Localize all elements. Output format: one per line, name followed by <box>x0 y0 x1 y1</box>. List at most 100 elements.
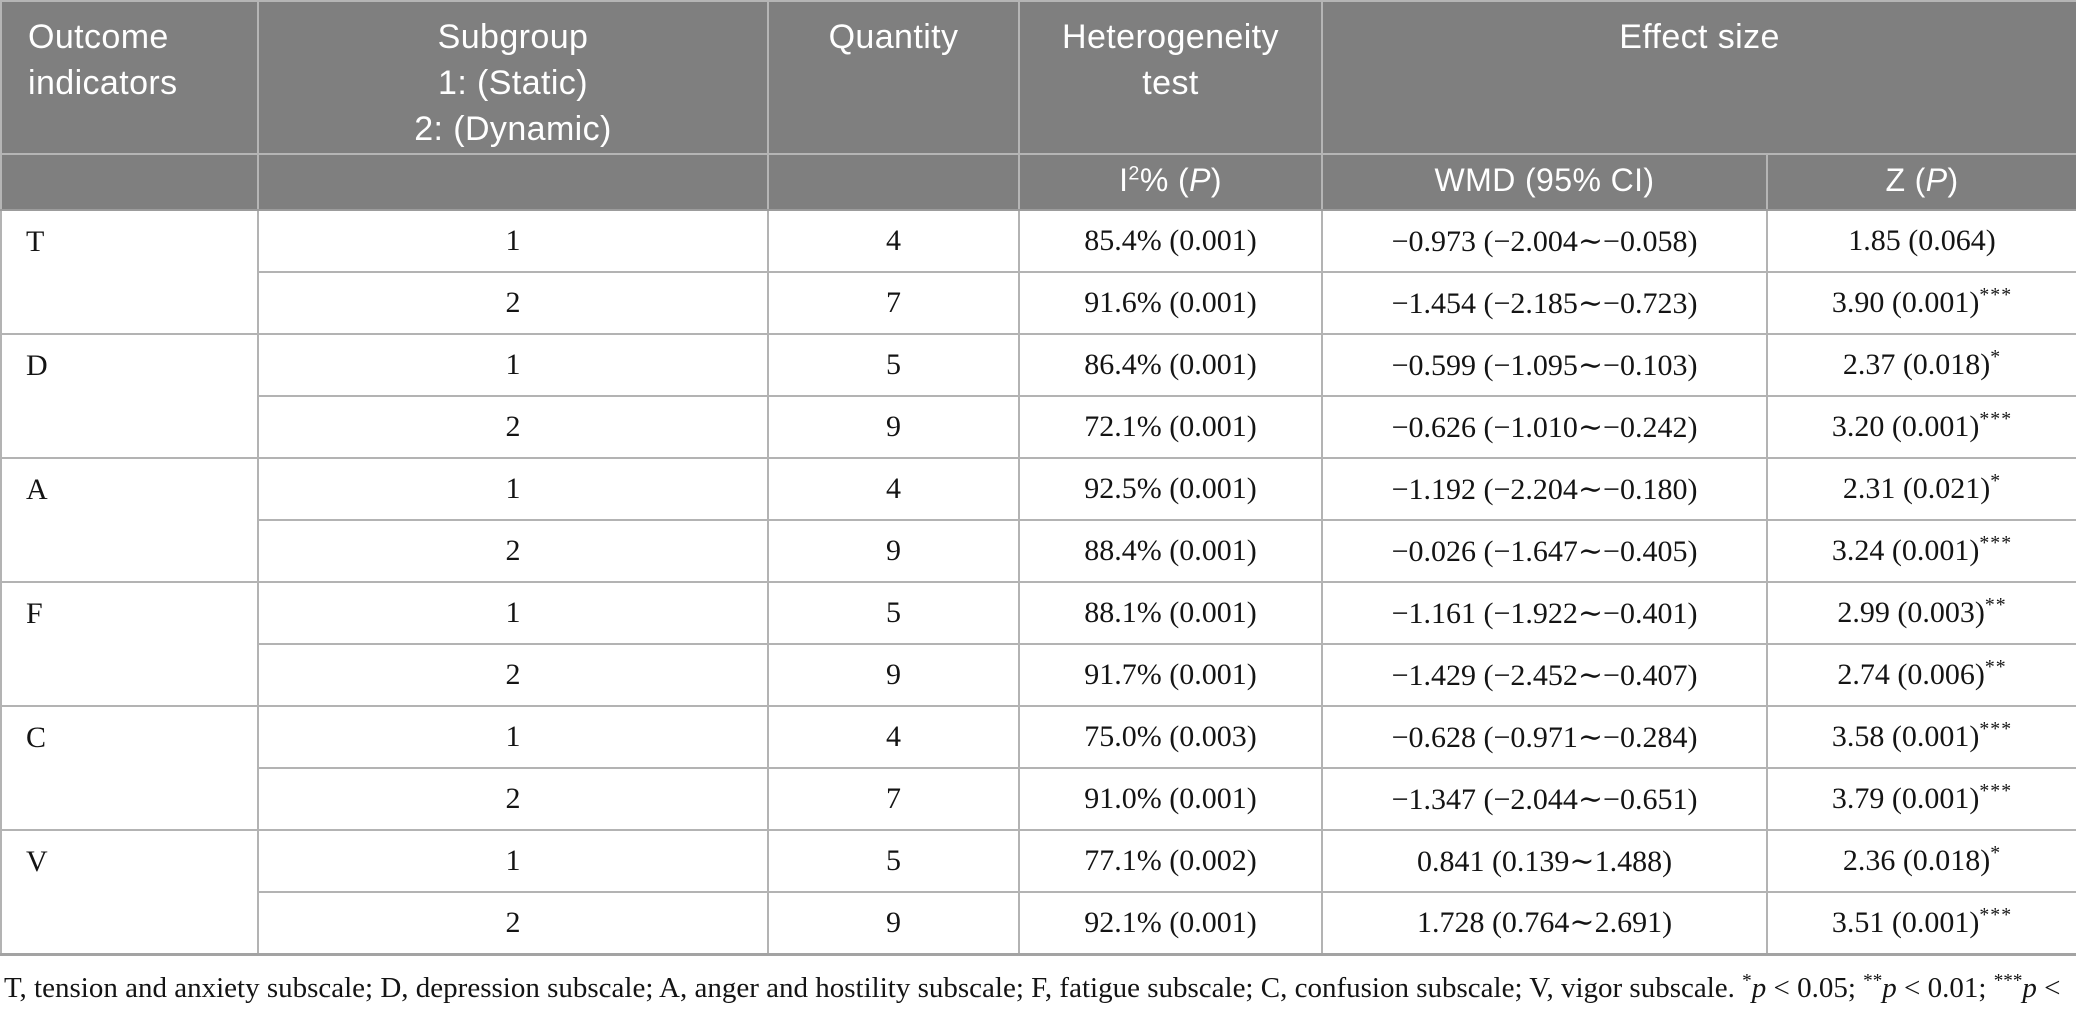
subgroup-cell: 2 <box>257 519 769 583</box>
header-row-1: Outcome indicators Subgroup 1: (Static) … <box>0 0 2076 155</box>
table-row: 2 9 91.7% (0.001) −1.429 (−2.452∼−0.407)… <box>1 643 2076 707</box>
significance-stars: ** <box>1863 969 1883 991</box>
header-subgroup-line: Subgroup <box>437 18 589 56</box>
subgroup-cell: 1 <box>257 705 769 769</box>
header-subgroup-line: 2: (Dynamic) <box>414 110 612 148</box>
significance-stars: *** <box>1979 532 2013 554</box>
table-row: 2 9 88.4% (0.001) −0.026 (−1.647∼−0.405)… <box>1 519 2076 583</box>
wmd-cell: −1.161 (−1.922∼−0.401) <box>1321 581 1768 645</box>
subheader-empty-subgroup <box>257 153 769 211</box>
i2-cell: 91.6% (0.001) <box>1018 271 1323 335</box>
table-row: 2 9 92.1% (0.001) 1.728 (0.764∼2.691) 3.… <box>1 891 2076 955</box>
i2-cell: 88.4% (0.001) <box>1018 519 1323 583</box>
i2-cell: 91.7% (0.001) <box>1018 643 1323 707</box>
wmd-cell: −0.628 (−0.971∼−0.284) <box>1321 705 1768 769</box>
header-outcome-indicators: Outcome indicators <box>0 0 259 155</box>
i2-cell: 85.4% (0.001) <box>1018 209 1323 273</box>
footnote-p: p <box>1751 971 1767 1004</box>
i2-cell: 88.1% (0.001) <box>1018 581 1323 645</box>
footnote-abbreviations: T, tension and anxiety subscale; D, depr… <box>4 971 1743 1004</box>
footnote-p: p <box>2022 971 2037 1004</box>
subgroup-cell: 2 <box>257 271 769 335</box>
wmd-cell: −0.026 (−1.647∼−0.405) <box>1321 519 1768 583</box>
wmd-cell: 1.728 (0.764∼2.691) <box>1321 891 1768 955</box>
quantity-cell: 4 <box>767 209 1020 273</box>
table-row: C 1 4 75.0% (0.003) −0.628 (−0.971∼−0.28… <box>0 705 2076 831</box>
subheader-wmd: WMD (95% CI) <box>1321 153 1768 211</box>
footnote-p: p <box>1882 971 1897 1004</box>
z-cell: 2.74 (0.006)** <box>1766 643 2076 707</box>
table-row: 2 9 72.1% (0.001) −0.626 (−1.010∼−0.242)… <box>1 395 2076 459</box>
z-cell: 3.20 (0.001)*** <box>1766 395 2076 459</box>
quantity-cell: 9 <box>767 519 1020 583</box>
wmd-cell: −0.973 (−2.004∼−0.058) <box>1321 209 1768 273</box>
z-cell: 2.31 (0.021)* <box>1766 457 2076 521</box>
subheader-empty-quantity <box>767 153 1020 211</box>
z-cell: 3.79 (0.001)*** <box>1766 767 2076 831</box>
table-row: 2 7 91.0% (0.001) −1.347 (−2.044∼−0.651)… <box>1 767 2076 831</box>
wmd-cell: −1.347 (−2.044∼−0.651) <box>1321 767 1768 831</box>
significance-stars: *** <box>1979 284 2013 306</box>
significance-stars: * <box>1742 969 1752 991</box>
table-row: 2 7 91.6% (0.001) −1.454 (−2.185∼−0.723)… <box>1 271 2076 335</box>
header-heterogeneity-test: Heterogeneity test <box>1018 0 1323 155</box>
significance-stars: *** <box>1979 903 2013 926</box>
quantity-cell: 9 <box>767 891 1020 955</box>
significance-stars: * <box>1990 346 2002 368</box>
i2-cell: 91.0% (0.001) <box>1018 767 1323 831</box>
header-quantity: Quantity <box>767 0 1020 155</box>
subgroup-cell: 1 <box>257 829 769 893</box>
z-cell: 3.90 (0.001)*** <box>1766 271 2076 335</box>
i2-cell: 92.1% (0.001) <box>1018 891 1323 955</box>
significance-stars: ** <box>1984 594 2007 616</box>
quantity-cell: 7 <box>767 767 1020 831</box>
z-cell: 3.58 (0.001)*** <box>1766 705 2076 769</box>
subgroup-analysis-table: Outcome indicators Subgroup 1: (Static) … <box>0 0 2076 956</box>
significance-stars: ** <box>1984 656 2007 678</box>
header-heterogeneity-line: test <box>1142 64 1199 102</box>
subgroup-cell: 1 <box>257 209 769 273</box>
outcome-indicator-cell: C <box>0 705 259 831</box>
wmd-cell: −1.429 (−2.452∼−0.407) <box>1321 643 1768 707</box>
z-cell: 2.99 (0.003)** <box>1766 581 2076 645</box>
i2-cell: 72.1% (0.001) <box>1018 395 1323 459</box>
subheader-i2: I2% (P) <box>1018 153 1323 211</box>
i2-cell: 86.4% (0.001) <box>1018 333 1323 397</box>
quantity-cell: 5 <box>767 581 1020 645</box>
significance-stars: *** <box>1993 969 2023 991</box>
wmd-cell: −1.192 (−2.204∼−0.180) <box>1321 457 1768 521</box>
subgroup-cell: 1 <box>257 457 769 521</box>
quantity-cell: 5 <box>767 333 1020 397</box>
i2-cell: 77.1% (0.002) <box>1018 829 1323 893</box>
quantity-cell: 7 <box>767 271 1020 335</box>
table-row: T 1 4 85.4% (0.001) −0.973 (−2.004∼−0.05… <box>0 209 2076 335</box>
outcome-indicator-cell: T <box>0 209 259 335</box>
z-cell: 2.37 (0.018)* <box>1766 333 2076 397</box>
quantity-cell: 5 <box>767 829 1020 893</box>
quantity-cell: 4 <box>767 457 1020 521</box>
wmd-cell: 0.841 (0.139∼1.488) <box>1321 829 1768 893</box>
z-cell: 3.51 (0.001)*** <box>1766 891 2076 955</box>
table-header: Outcome indicators Subgroup 1: (Static) … <box>0 0 2076 211</box>
subgroup-cell: 2 <box>257 767 769 831</box>
z-cell: 3.24 (0.001)*** <box>1766 519 2076 583</box>
subgroup-cell: 2 <box>257 643 769 707</box>
table-row: A 1 4 92.5% (0.001) −1.192 (−2.204∼−0.18… <box>0 457 2076 583</box>
significance-stars: *** <box>1979 718 2013 740</box>
header-subgroup: Subgroup 1: (Static) 2: (Dynamic) <box>257 0 769 155</box>
significance-stars: * <box>1990 842 2002 864</box>
header-heterogeneity-line: Heterogeneity <box>1062 18 1279 56</box>
quantity-cell: 9 <box>767 395 1020 459</box>
table-row: F 1 5 88.1% (0.001) −1.161 (−1.922∼−0.40… <box>0 581 2076 707</box>
i2-cell: 75.0% (0.003) <box>1018 705 1323 769</box>
table-body: T 1 4 85.4% (0.001) −0.973 (−2.004∼−0.05… <box>0 209 2076 955</box>
subgroup-cell: 2 <box>257 395 769 459</box>
header-subgroup-line: 1: (Static) <box>438 64 588 102</box>
z-cell: 1.85 (0.064) <box>1766 209 2076 273</box>
subgroup-cell: 2 <box>257 891 769 955</box>
wmd-cell: −0.599 (−1.095∼−0.103) <box>1321 333 1768 397</box>
wmd-cell: −0.626 (−1.010∼−0.242) <box>1321 395 1768 459</box>
wmd-cell: −1.454 (−2.185∼−0.723) <box>1321 271 1768 335</box>
quantity-cell: 4 <box>767 705 1020 769</box>
